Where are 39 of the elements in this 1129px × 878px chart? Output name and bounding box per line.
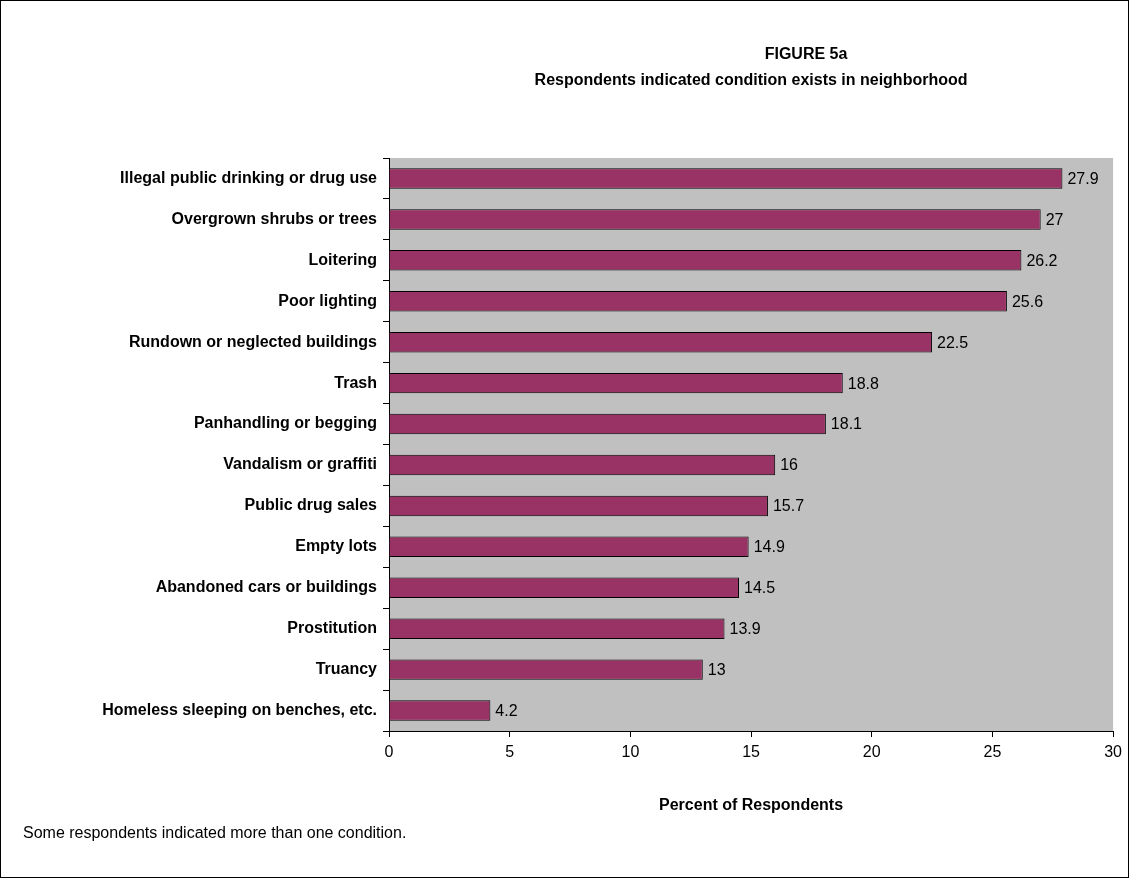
x-tick-label: 30 [1104,743,1123,761]
chart-title: FIGURE 5a [764,45,848,62]
data-label: 13 [707,661,726,679]
y-tick-label: Loitering [308,250,377,268]
y-tick-label: Illegal public drinking or drug use [120,168,378,186]
data-label: 22.5 [937,333,969,351]
y-tick-label: Panhandling or begging [193,414,377,432]
data-label: 14.9 [753,538,785,556]
data-label: 16 [780,456,799,474]
y-tick-label: Overgrown shrubs or trees [171,209,378,227]
x-tick-label: 0 [384,743,394,761]
y-tick-label: Homeless sleeping on benches, etc. [102,700,377,718]
x-tick-label: 25 [983,743,1002,761]
data-label: 26.2 [1026,251,1058,269]
y-tick-label: Poor lighting [278,291,377,309]
y-tick-label: Empty lots [295,537,378,555]
x-tick-label: 10 [621,743,640,761]
y-tick-label: Truancy [315,660,378,678]
y-tick-label: Prostitution [287,619,377,637]
data-label: 18.8 [847,374,880,392]
y-tick-label: Rundown or neglected buildings [129,332,378,350]
x-tick-label: 5 [505,743,515,761]
data-label: 14.5 [743,579,776,597]
data-label: 27.9 [1067,169,1099,187]
data-label: 15.7 [772,497,805,515]
data-label: 18.1 [830,415,863,433]
y-tick-label: Abandoned cars or buildings [155,578,378,596]
data-label: 25.6 [1011,292,1044,310]
y-tick-label: Public drug sales [244,496,378,514]
x-tick-label: 20 [862,743,881,761]
y-tick-label: Trash [334,373,377,391]
x-axis-title: Percent of Respondents [659,795,844,813]
y-tick-label: Vandalism or graffiti [223,455,377,473]
text: Some respondents indicated more than one condition. [23,824,407,841]
data-label: 4.2 [495,701,518,719]
data-label: 27 [1045,210,1064,228]
x-tick-label: 15 [742,743,761,761]
data-label: 13.9 [729,620,761,638]
chart-subtitle: Respondents indicated condition exists in neighborhood [534,71,968,88]
